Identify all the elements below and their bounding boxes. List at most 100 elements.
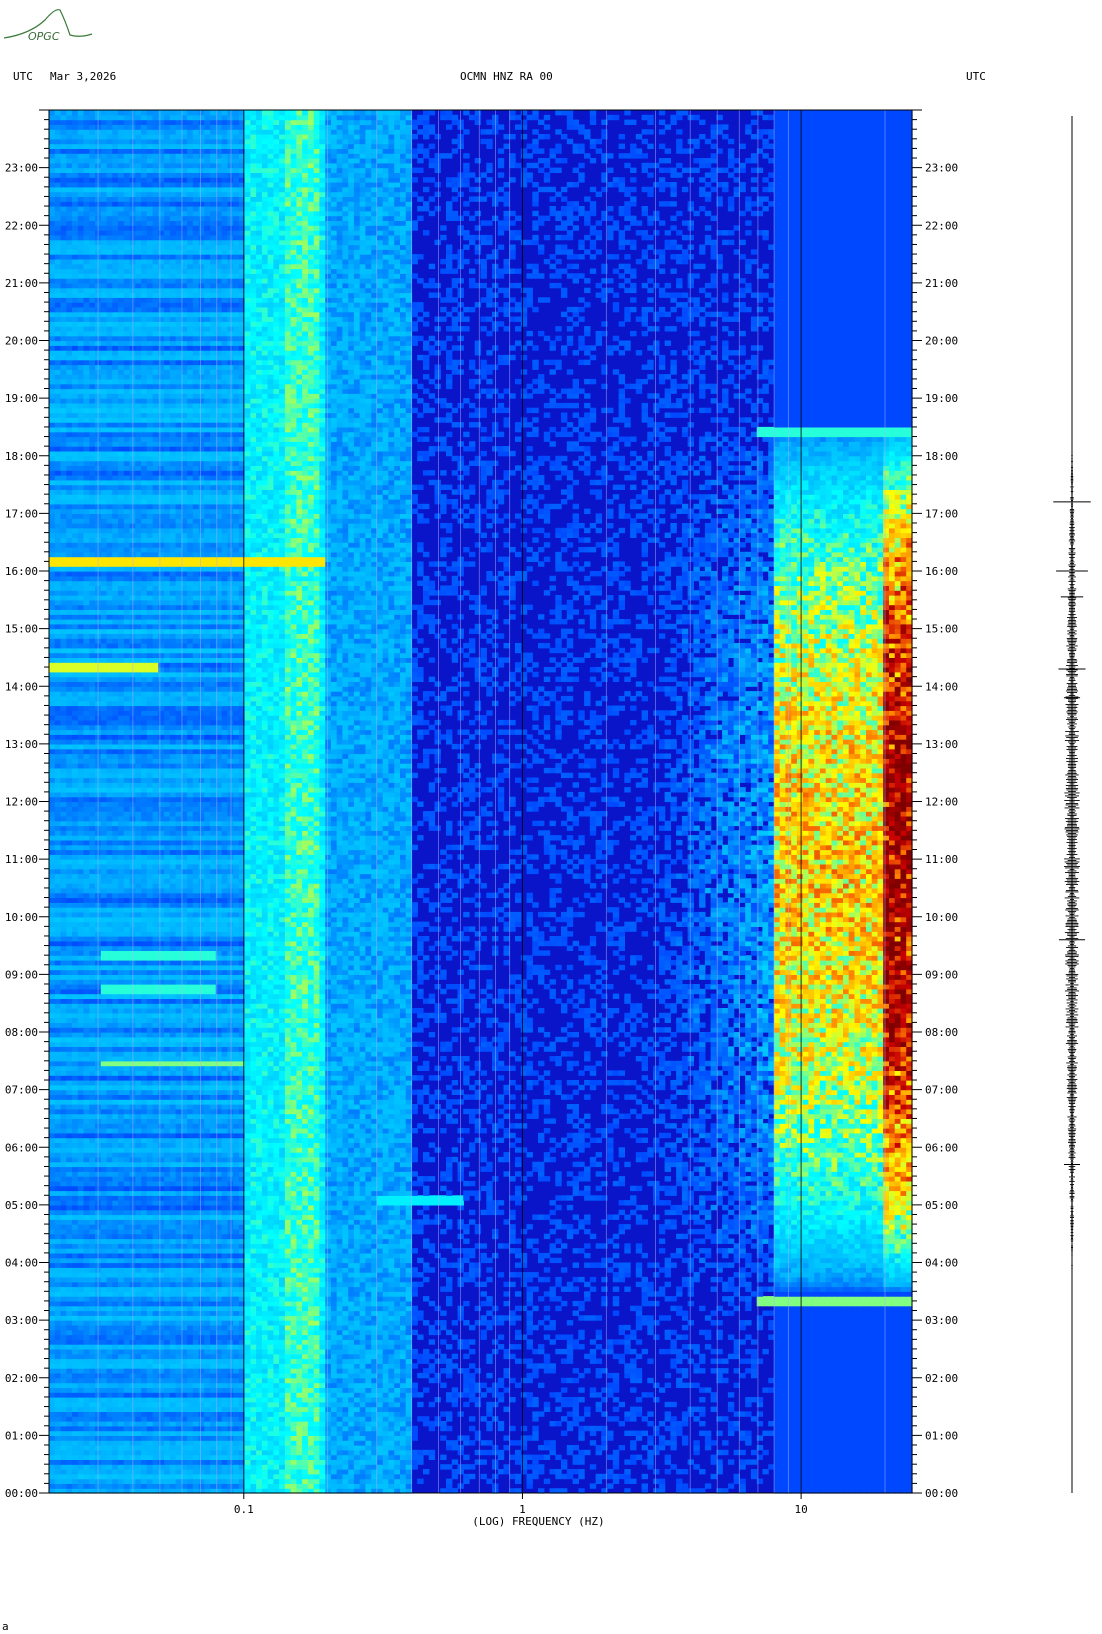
heatmap-cell bbox=[365, 1324, 372, 1331]
heatmap-cell bbox=[889, 1296, 896, 1302]
heatmap-cell bbox=[819, 1445, 827, 1451]
heatmap-cell bbox=[256, 1464, 263, 1470]
heatmap-cell bbox=[290, 1305, 297, 1312]
heatmap-cell bbox=[60, 1473, 67, 1480]
heatmap-cell bbox=[693, 1272, 700, 1278]
heatmap-cell bbox=[860, 1358, 867, 1364]
heatmap-cell bbox=[336, 1315, 344, 1321]
heatmap-cell bbox=[601, 1276, 608, 1283]
heatmap-cell bbox=[676, 1478, 683, 1484]
heatmap-cell bbox=[353, 1464, 361, 1470]
heatmap-cell bbox=[871, 1459, 879, 1465]
heatmap-cell bbox=[279, 1478, 286, 1484]
heatmap-cell bbox=[808, 1324, 815, 1331]
heatmap-cell bbox=[601, 1473, 608, 1480]
heatmap-cell bbox=[417, 1454, 424, 1460]
heatmap-cell bbox=[486, 1387, 493, 1393]
heatmap-cell bbox=[273, 1329, 280, 1336]
heatmap-cell bbox=[814, 1291, 821, 1297]
heatmap-cell bbox=[348, 1435, 355, 1441]
heatmap-cell bbox=[773, 1281, 781, 1288]
heatmap-cell bbox=[141, 1425, 148, 1432]
heatmap-cell bbox=[325, 1473, 332, 1480]
heatmap-cell bbox=[175, 1430, 182, 1436]
heatmap-cell bbox=[307, 1440, 315, 1446]
heatmap-cell bbox=[181, 1411, 188, 1417]
heatmap-cell bbox=[773, 1300, 781, 1307]
heatmap-cell bbox=[837, 1286, 844, 1292]
heatmap-cell bbox=[566, 1397, 574, 1403]
heatmap-cell bbox=[238, 1329, 246, 1336]
heatmap-cell bbox=[359, 1324, 367, 1331]
heatmap-cell bbox=[175, 1353, 182, 1360]
heatmap-cell bbox=[261, 1382, 269, 1388]
heatmap-cell bbox=[169, 1286, 177, 1292]
heatmap-cell bbox=[273, 1272, 280, 1278]
heatmap-cell bbox=[348, 1286, 355, 1292]
heatmap-cell bbox=[227, 1329, 234, 1336]
heatmap-cell bbox=[256, 1435, 263, 1441]
heatmap-cell bbox=[273, 1473, 280, 1480]
heatmap-cell bbox=[83, 1305, 90, 1312]
heatmap-cell bbox=[843, 1372, 850, 1379]
heatmap-cell bbox=[451, 1353, 459, 1360]
heatmap-cell bbox=[77, 1276, 85, 1283]
heatmap-cell bbox=[89, 1421, 96, 1427]
heatmap-cell bbox=[808, 1469, 815, 1475]
heatmap-cell bbox=[146, 1353, 154, 1360]
heatmap-cell bbox=[779, 1286, 787, 1292]
heatmap-cell bbox=[284, 1358, 292, 1364]
heatmap-cell bbox=[118, 1334, 125, 1340]
heatmap-cell bbox=[54, 1387, 62, 1393]
heatmap-cell bbox=[382, 1382, 390, 1388]
heatmap-cell bbox=[198, 1392, 205, 1398]
heatmap-cell bbox=[900, 1411, 907, 1417]
heatmap-cell bbox=[296, 1469, 303, 1475]
heatmap-cell bbox=[866, 1368, 873, 1374]
heatmap-cell bbox=[906, 1435, 913, 1441]
heatmap-cell bbox=[100, 1358, 108, 1364]
heatmap-cell bbox=[100, 1348, 108, 1355]
heatmap-cell bbox=[348, 1276, 355, 1283]
heatmap-cell bbox=[118, 1339, 125, 1345]
heatmap-cell bbox=[796, 1459, 804, 1465]
heatmap-cell bbox=[877, 1296, 884, 1302]
heatmap-cell bbox=[647, 1459, 654, 1465]
heatmap-cell bbox=[284, 1401, 292, 1408]
heatmap-cell bbox=[474, 1401, 482, 1408]
heatmap-cell bbox=[440, 1411, 447, 1417]
heatmap-cell bbox=[169, 1300, 177, 1307]
heatmap-cell bbox=[146, 1425, 154, 1432]
heatmap-cell bbox=[526, 1320, 533, 1326]
heatmap-cell bbox=[233, 1324, 240, 1331]
heatmap-cell bbox=[49, 1473, 56, 1480]
heatmap-cell bbox=[779, 1363, 787, 1369]
heatmap-cell bbox=[221, 1469, 228, 1475]
heatmap-cell bbox=[135, 1372, 142, 1379]
heatmap-cell bbox=[54, 1411, 62, 1417]
heatmap-cell bbox=[814, 1377, 821, 1384]
heatmap-cell bbox=[630, 1430, 637, 1436]
heatmap-cell bbox=[739, 1320, 746, 1326]
heatmap-cell bbox=[791, 1272, 798, 1278]
heatmap-cell bbox=[187, 1435, 194, 1441]
heatmap-cell bbox=[894, 1281, 902, 1288]
heatmap-cell bbox=[365, 1421, 372, 1427]
heatmap-cell bbox=[515, 1478, 522, 1484]
heatmap-cell bbox=[215, 1310, 223, 1316]
heatmap-cell bbox=[877, 1392, 884, 1398]
heatmap-cell bbox=[405, 1363, 413, 1369]
heatmap-cell bbox=[543, 1291, 551, 1297]
heatmap-cell bbox=[238, 1334, 246, 1340]
heatmap-cell bbox=[796, 1344, 804, 1350]
heatmap-cell bbox=[273, 1358, 280, 1364]
heatmap-cell bbox=[313, 1377, 321, 1384]
heatmap-cell bbox=[319, 1401, 326, 1408]
heatmap-cell bbox=[72, 1363, 79, 1369]
heatmap-cell bbox=[152, 1401, 159, 1408]
heatmap-cell bbox=[187, 1286, 194, 1292]
heatmap-cell bbox=[353, 1401, 361, 1408]
heatmap-cell bbox=[837, 1435, 844, 1441]
heatmap-cell bbox=[831, 1372, 838, 1379]
heatmap-cell bbox=[595, 1478, 602, 1484]
